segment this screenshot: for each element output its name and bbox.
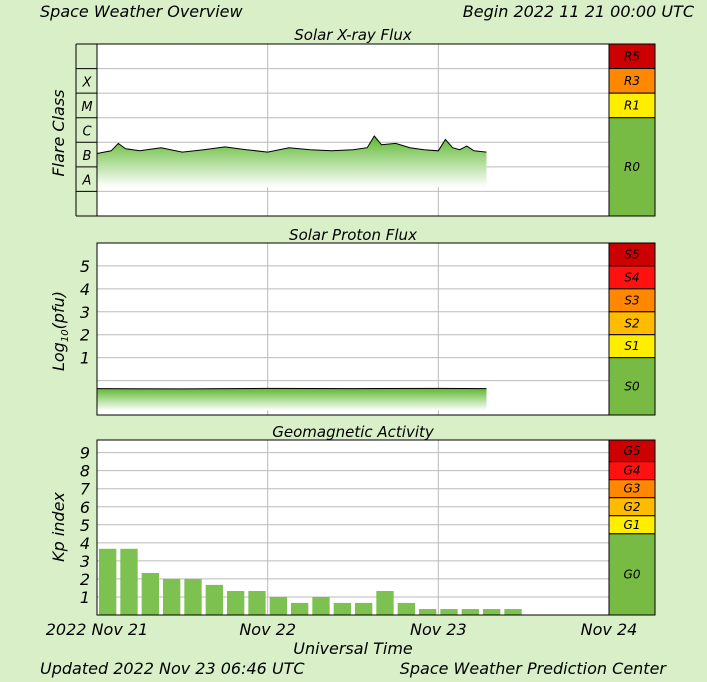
footer-right: Space Weather Prediction Center	[400, 659, 668, 678]
kp-bar	[483, 609, 501, 615]
geomag-plot-area	[97, 440, 609, 615]
scale-bars: R5 R3 R1 R0 S5 S4 S3 S2 S1 S0 G5 G4 G3 G2 G1 G0	[608, 43, 656, 616]
x-tick-label: Nov 22	[239, 620, 296, 639]
kp-scale-label: G5	[624, 444, 641, 458]
proton-scale-label: S2	[624, 316, 639, 330]
kp-bar	[141, 572, 159, 615]
proton-scale-label: S3	[624, 293, 639, 307]
xray-scale-r3	[608, 68, 656, 94]
x-axis-title: Universal Time	[293, 639, 413, 658]
proton-scale-label: S5	[624, 247, 639, 261]
kp-y-tick: 1	[80, 588, 90, 607]
proton-y-label: Log10(pfu)	[49, 291, 71, 371]
kp-y-tick: 5	[80, 516, 90, 535]
proton-plot-area	[97, 243, 609, 415]
kp-bar	[397, 602, 415, 615]
xray-class-tick: A	[82, 174, 92, 189]
proton-y-tick: 2	[80, 326, 90, 345]
x-tick-label: Nov 23	[410, 620, 467, 639]
kp-bar	[333, 602, 351, 615]
geomag-panel-border	[96, 439, 656, 616]
kp-bar	[376, 591, 394, 615]
kp-bar	[184, 578, 202, 615]
xray-plot-area	[97, 44, 609, 216]
proton-scale-label: S0	[624, 379, 640, 393]
kp-y-tick: 3	[80, 552, 90, 571]
xray-scale-r0	[608, 117, 656, 217]
kp-scale-g0	[608, 533, 656, 616]
kp-bar	[312, 596, 330, 615]
proton-flux-fill	[97, 388, 487, 411]
kp-y-tick: 2	[80, 570, 90, 589]
kp-bar	[461, 609, 479, 615]
xray-class-tick: M	[81, 100, 92, 115]
kp-bar	[355, 602, 373, 615]
kp-y-tick: 6	[80, 498, 90, 517]
kp-bar	[504, 609, 522, 615]
proton-y-tick: 1	[80, 349, 90, 368]
grid-lines	[75, 43, 609, 615]
x-tick-label: Nov 24	[581, 620, 638, 639]
proton-title: Solar Proton Flux	[289, 226, 417, 244]
xray-title: Solar X-ray Flux	[294, 26, 412, 44]
kp-scale-label: G0	[624, 567, 641, 581]
xray-class-tick: B	[83, 149, 92, 164]
kp-bar	[120, 548, 138, 615]
footer-left: Updated 2022 Nov 23 06:46 UTC	[40, 659, 305, 678]
header-left: Space Weather Overview	[40, 2, 243, 21]
kp-bar	[440, 609, 458, 615]
kp-scale-label: G3	[624, 482, 641, 496]
proton-flux-line	[96, 387, 487, 390]
x-tick-label: 2022 Nov 21	[46, 620, 148, 639]
geomag-y-label: Kp index	[49, 492, 68, 562]
kp-bar	[227, 591, 245, 615]
xray-class-tick: X	[82, 75, 93, 90]
xray-scale-label: R3	[624, 74, 640, 88]
kp-bar	[99, 548, 117, 615]
kp-bar	[163, 578, 181, 615]
kp-scale-label: G4	[624, 464, 641, 478]
xray-flux-line	[96, 135, 487, 154]
kp-scale-label: G2	[624, 500, 641, 514]
xray-panel-border	[96, 43, 656, 217]
kp-scale-label: G1	[624, 518, 641, 532]
proton-panel-border	[96, 242, 656, 416]
proton-scale-label: S4	[624, 270, 639, 284]
proton-y-tick: 5	[80, 257, 90, 276]
kp-bar	[205, 584, 223, 615]
proton-y-tick: 3	[80, 303, 90, 322]
kp-bar	[269, 596, 287, 615]
xray-scale-r1	[608, 92, 656, 119]
xray-scale-label: R1	[624, 98, 640, 112]
kp-bar	[248, 591, 266, 615]
data-series	[96, 135, 522, 615]
xray-scale-label: R0	[624, 160, 640, 174]
kp-y-tick: 9	[80, 444, 90, 463]
kp-bar	[291, 602, 309, 615]
kp-y-tick: 7	[80, 480, 91, 499]
header-right: Begin 2022 11 21 00:00 UTC	[463, 2, 695, 21]
kp-bar	[419, 609, 437, 615]
xray-scale-label: R5	[624, 49, 640, 63]
xray-class-tick: C	[82, 125, 92, 140]
kp-y-tick: 8	[80, 462, 90, 481]
proton-y-tick: 4	[80, 280, 90, 299]
proton-scale-label: S1	[624, 339, 639, 353]
xray-flux-fill	[97, 136, 487, 188]
xray-y-label: Flare Class	[49, 89, 68, 176]
kp-y-tick: 4	[80, 534, 90, 553]
geomag-title: Geomagnetic Activity	[272, 423, 435, 441]
